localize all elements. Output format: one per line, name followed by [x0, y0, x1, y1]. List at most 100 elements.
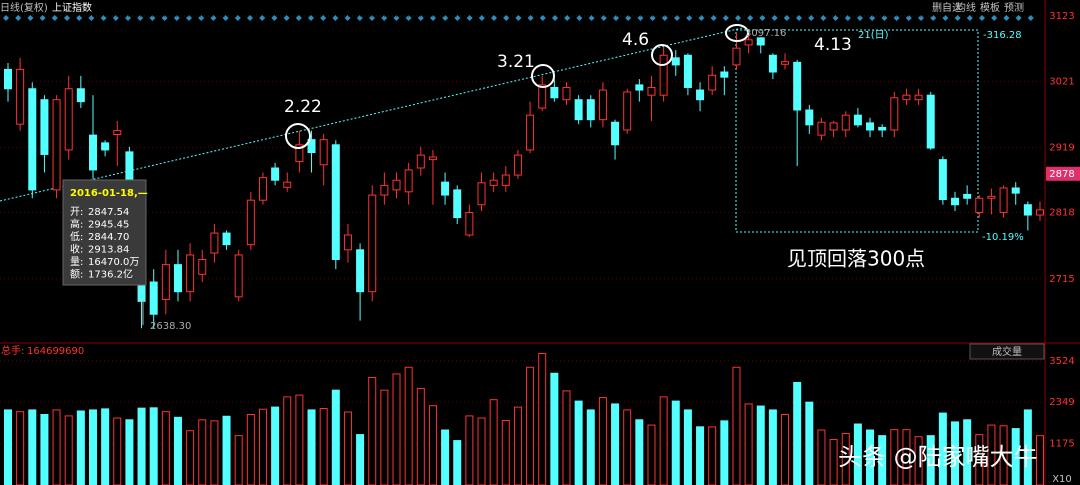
candle-body [258, 177, 267, 201]
candle-body [708, 74, 717, 91]
tooltip-value: 2847.54 [88, 207, 129, 218]
candle-body [16, 68, 25, 125]
volume-bar [161, 411, 170, 485]
candle-body [88, 134, 97, 171]
candle-body [210, 232, 219, 254]
candle-body [902, 94, 911, 101]
candle-body [574, 99, 583, 121]
candle-body [611, 121, 620, 146]
volume-bar [28, 409, 37, 485]
tooltip-box [62, 179, 147, 286]
marker-diamond [942, 15, 949, 21]
candle-body [343, 234, 352, 251]
candle-body [161, 264, 170, 300]
marker-diamond [637, 15, 644, 21]
candle-body [101, 142, 110, 151]
candle-body [222, 232, 231, 246]
volume-bar [781, 414, 790, 485]
candle-body [501, 174, 510, 186]
marker-diamond [954, 15, 961, 21]
indicator-name[interactable]: 成交量 [992, 345, 1022, 358]
marker-diamond [454, 15, 461, 21]
volume-bar [149, 407, 158, 485]
marker-diamond [222, 15, 229, 21]
volume-bar [793, 381, 802, 485]
volume-bar [708, 426, 717, 485]
candle-body [52, 99, 61, 191]
volume-bar [526, 366, 535, 485]
volume-bar [841, 433, 850, 485]
indicator-box[interactable] [969, 343, 1045, 360]
tooltip-key: 额: [70, 268, 83, 281]
marker-diamond [442, 15, 449, 21]
marker-diamond [918, 15, 924, 21]
candle-body [671, 57, 680, 66]
chart-title: 上证指数 [52, 1, 92, 14]
marker-diamond [600, 15, 607, 21]
marker-diamond [796, 15, 802, 21]
marker-diamond [259, 15, 266, 21]
volume-tick-label: 1175 [1049, 439, 1074, 450]
annotation-circle [725, 24, 749, 42]
toolbar-button[interactable]: 均线 [956, 1, 976, 14]
range-box [735, 29, 979, 233]
tooltip-value: 1736.2亿 [88, 268, 133, 281]
marker-diamond [515, 15, 522, 21]
marker-diamond [137, 15, 144, 21]
candle-body [647, 86, 656, 96]
volume-bar [271, 406, 280, 485]
candle-body [756, 37, 765, 46]
candle-body [793, 61, 802, 111]
marker-diamond [674, 15, 680, 21]
candle-body [878, 126, 887, 131]
marker-diamond [1027, 15, 1034, 21]
tooltip-key: 开: [70, 207, 83, 218]
candle-body [28, 88, 37, 191]
volume-bar [222, 415, 231, 485]
candle-body [987, 195, 996, 199]
marker-diamond [991, 15, 998, 21]
toolbar-button[interactable]: 预测 [1004, 1, 1024, 14]
marker-diamond [686, 15, 693, 21]
volume-bar [186, 430, 195, 485]
candle-body [586, 99, 595, 121]
annotation-circle [531, 64, 555, 88]
toolbar-button[interactable]: 删自选 [932, 1, 962, 14]
volume-bar [768, 409, 777, 485]
volume-bar [598, 397, 607, 485]
candle-body [234, 254, 243, 298]
candle-body [113, 130, 122, 135]
marker-diamond [661, 15, 668, 21]
marker-diamond [832, 15, 839, 21]
candle-body [368, 194, 377, 293]
volume-bar [137, 407, 146, 485]
annotation: 4.6 [622, 30, 649, 50]
volume-bar [441, 429, 450, 485]
volume-bar [404, 366, 413, 485]
toolbar-button[interactable]: 模板 [980, 1, 1000, 14]
volume-bar [234, 435, 243, 485]
marker-diamond [808, 15, 815, 21]
range-change: -316.28 [983, 30, 1022, 41]
candle-body [198, 258, 207, 275]
marker-diamond [588, 15, 595, 21]
y-tick-label: 3123 [1049, 11, 1074, 22]
candle-body [623, 91, 632, 131]
candle-body [720, 71, 729, 78]
volume-bar [513, 406, 522, 485]
marker-diamond [161, 15, 168, 21]
marker-diamond [247, 15, 253, 21]
candle-body [283, 181, 292, 188]
candle-body [513, 154, 522, 176]
marker-diamond [100, 15, 107, 21]
candle-body [866, 122, 875, 131]
candle-body [526, 114, 535, 151]
range-pct: -10.19% [982, 232, 1024, 243]
volume-bar [890, 429, 899, 485]
marker-diamond [820, 15, 827, 21]
candle-body [890, 97, 899, 131]
candle-body [40, 99, 49, 155]
candle-body [635, 84, 644, 91]
candle-body [817, 121, 826, 136]
